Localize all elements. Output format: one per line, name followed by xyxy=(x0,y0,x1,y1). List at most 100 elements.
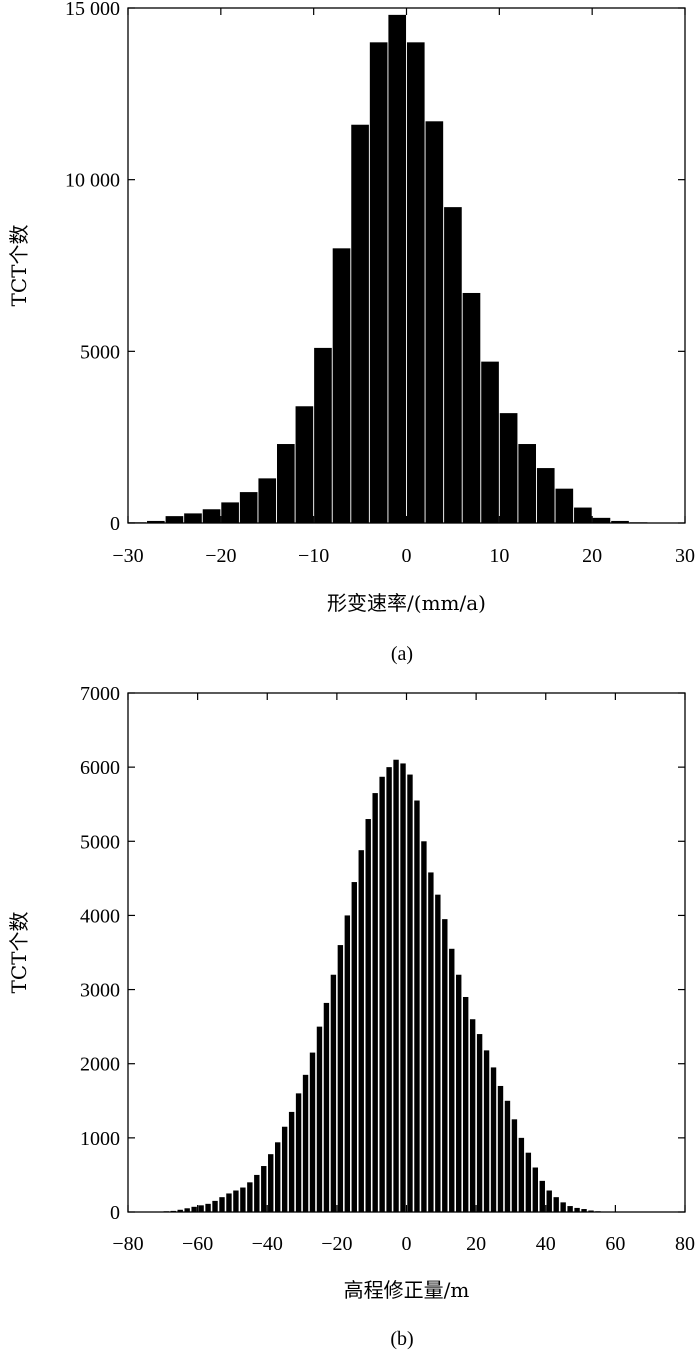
bar-b xyxy=(442,919,448,1212)
bar-a xyxy=(518,444,536,523)
bar-b xyxy=(539,1180,545,1212)
bar-b xyxy=(497,1085,504,1212)
bar-b xyxy=(330,974,337,1212)
bar-b xyxy=(288,1111,295,1212)
bar-a xyxy=(444,207,462,523)
x-tick-label-a: 10 xyxy=(489,545,509,567)
bar-a xyxy=(221,502,239,523)
bar-b xyxy=(177,1209,183,1212)
x-tick-label-b: 40 xyxy=(536,1233,556,1255)
bar-a xyxy=(184,513,202,523)
bar-b xyxy=(344,915,351,1212)
bar-b xyxy=(337,945,344,1212)
y-tick-label-b: 5000 xyxy=(80,831,120,853)
y-tick-label-b: 2000 xyxy=(80,1054,120,1076)
y-tick-label-a: 10 000 xyxy=(65,170,120,192)
plot-frame-b xyxy=(127,692,686,1213)
bar-a xyxy=(239,492,258,523)
bar-b xyxy=(198,1205,204,1212)
bar-b xyxy=(490,1067,497,1212)
bar-a xyxy=(388,14,407,524)
x-axis-label-a: 形变速率/(mm/a) xyxy=(327,591,486,615)
bar-b xyxy=(309,1052,316,1212)
bar-b xyxy=(275,1142,281,1212)
x-tick-label-b: −80 xyxy=(112,1233,143,1255)
y-tick-label-a: 5000 xyxy=(80,341,120,363)
bar-a xyxy=(332,248,351,523)
bar-a xyxy=(406,42,425,523)
x-tick-label-a: −30 xyxy=(112,545,143,567)
bar-b xyxy=(226,1193,232,1212)
x-tick-label-b: −60 xyxy=(182,1233,213,1255)
bar-a xyxy=(202,509,221,523)
y-tick-label-b: 4000 xyxy=(80,905,120,927)
bar-b xyxy=(518,1137,525,1212)
chart-a-deformation-rate-histogram: −30 −20 −10 0 10 20 30 0 5000 10 000 15 000 形变速率/(m… xyxy=(7,0,695,665)
bar-b xyxy=(469,1019,476,1212)
bar-a xyxy=(555,488,574,523)
x-tick-label-b: 60 xyxy=(605,1233,625,1255)
bar-b xyxy=(212,1200,218,1212)
bars-b xyxy=(156,759,636,1212)
bar-b xyxy=(421,841,427,1212)
bar-b xyxy=(386,767,392,1212)
bar-b xyxy=(476,1034,483,1212)
bar-a xyxy=(147,520,165,523)
bar-a xyxy=(536,468,555,523)
x-tick-label-a: 20 xyxy=(582,545,602,567)
bar-b xyxy=(393,759,399,1212)
bar-b xyxy=(414,800,420,1212)
bar-b xyxy=(574,1207,580,1212)
bar-b xyxy=(588,1210,594,1212)
bar-a xyxy=(611,520,629,523)
bar-a xyxy=(165,516,184,523)
y-tick-label-a: 0 xyxy=(110,513,120,535)
bar-b xyxy=(191,1206,197,1212)
plot-frame-a xyxy=(127,7,686,524)
bar-a xyxy=(592,517,611,523)
bar-b xyxy=(302,1074,309,1212)
bar-a xyxy=(351,124,369,523)
bar-b xyxy=(323,1002,330,1212)
bar-b xyxy=(247,1182,253,1212)
bar-b xyxy=(219,1197,225,1212)
bar-a xyxy=(295,406,314,523)
bar-b xyxy=(462,996,469,1212)
x-tick-label-a: 0 xyxy=(402,545,412,567)
y-tick-label-b: 1000 xyxy=(80,1128,120,1150)
bar-b xyxy=(261,1166,267,1212)
bar-b xyxy=(449,948,455,1212)
bar-b xyxy=(205,1203,211,1212)
x-tick-label-a: 30 xyxy=(675,545,695,567)
bar-a xyxy=(481,361,499,523)
bar-b xyxy=(560,1202,566,1212)
bar-b xyxy=(532,1167,539,1212)
y-tick-label-b: 7000 xyxy=(80,683,120,705)
x-tick-label-b: 20 xyxy=(466,1233,486,1255)
x-axis-label-b: 高程修正量/m xyxy=(344,1278,470,1302)
bar-b xyxy=(407,774,413,1212)
bar-b xyxy=(351,882,357,1212)
bar-a xyxy=(462,292,481,523)
y-axis-label-a: TCT个数 xyxy=(7,225,31,307)
x-tick-label-b: 0 xyxy=(402,1233,412,1255)
y-tick-label-b: 0 xyxy=(110,1202,120,1224)
x-tick-label-a: −20 xyxy=(205,545,236,567)
y-tick-label-a: 15 000 xyxy=(65,0,120,20)
bar-b xyxy=(483,1050,490,1212)
bar-b xyxy=(400,763,406,1212)
x-tick-label-b: −20 xyxy=(321,1233,352,1255)
chart-b-elevation-correction-histogram: −80 −60 −40 −20 0 20 40 60 80 0 1000 2000 3000 4000 50… xyxy=(7,683,695,1350)
bar-a xyxy=(574,507,592,523)
bar-b xyxy=(504,1100,511,1212)
bar-b xyxy=(567,1206,573,1212)
bar-b xyxy=(546,1190,552,1212)
bar-a xyxy=(277,444,295,523)
bar-b xyxy=(372,793,378,1212)
bar-b xyxy=(553,1197,559,1212)
bar-b xyxy=(316,1026,323,1212)
bar-b xyxy=(511,1119,518,1212)
bar-b xyxy=(233,1190,239,1212)
bar-b xyxy=(281,1126,288,1212)
